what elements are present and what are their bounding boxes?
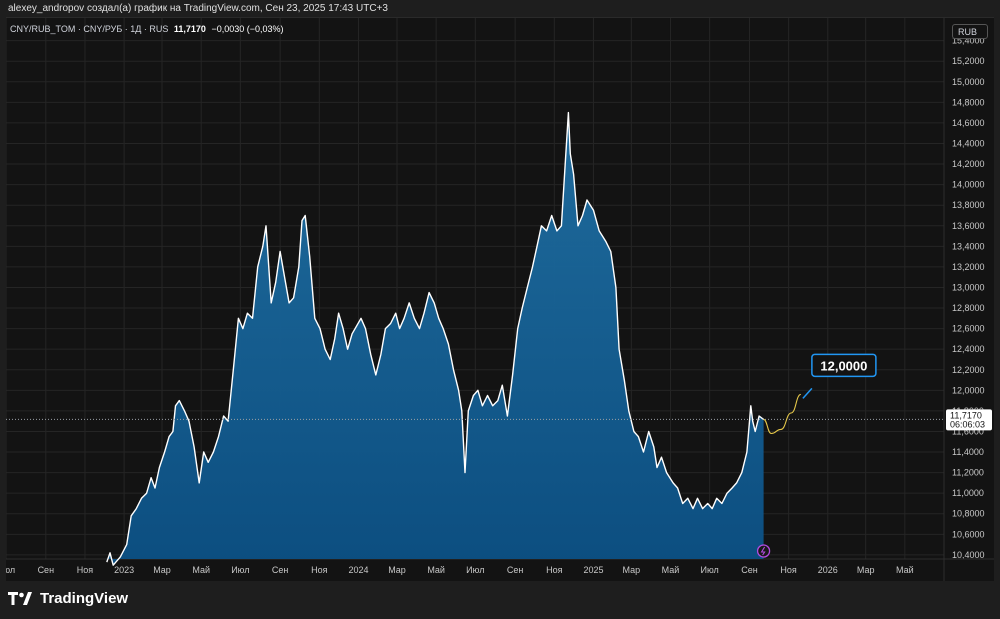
chart-plot[interactable]: 10,4000 10,6000 10,8000 11,0000 11,2000 11,40… <box>6 18 994 581</box>
x-tick-label: 2025 <box>583 565 603 575</box>
tradingview-logo-icon <box>8 591 32 605</box>
y-tick-label: 10,8000 <box>952 509 985 519</box>
tradingview-footer: TradingView <box>8 590 128 607</box>
y-tick-label: 12,6000 <box>952 324 985 334</box>
y-tick-label: 15,0000 <box>952 77 985 87</box>
y-tick-label: 13,6000 <box>952 221 985 231</box>
y-tick-label: 11,2000 <box>952 468 984 478</box>
price-countdown: 06:06:03 <box>950 419 985 429</box>
x-tick-label: Сен <box>741 565 758 575</box>
x-tick-label: Сен <box>507 565 524 575</box>
annotation-pointer <box>802 387 813 399</box>
chart-area[interactable]: 10,4000 10,6000 10,8000 11,0000 11,2000 11,40… <box>6 17 994 581</box>
series-area <box>106 112 764 566</box>
y-tick-label: 13,8000 <box>952 200 985 210</box>
x-tick-label: Ноя <box>780 565 797 575</box>
currency-button[interactable]: RUB <box>952 24 988 39</box>
x-tick-label: Июл <box>6 565 15 575</box>
y-tick-label: 14,8000 <box>952 97 985 107</box>
x-tick-label: Ноя <box>546 565 563 575</box>
y-tick-label: 11,4000 <box>952 447 984 457</box>
annotation-label: 12,0000 <box>820 358 867 373</box>
legend-change: −0,0030 (−0,03%) <box>211 24 284 34</box>
y-tick-label: 12,8000 <box>952 303 985 313</box>
legend-symbol: CNY/RUB_TOM · CNY/РУБ · 1Д · RUS <box>10 24 169 34</box>
lightning-icon <box>760 546 766 556</box>
y-tick-label: 14,2000 <box>952 159 985 169</box>
y-tick-label: 12,2000 <box>952 365 985 375</box>
x-tick-label: Июл <box>466 565 484 575</box>
series-line <box>106 111 765 566</box>
x-tick-label: 2023 <box>114 565 134 575</box>
x-tick-label: Мар <box>388 565 406 575</box>
x-tick-label: Ноя <box>77 565 94 575</box>
legend-last-price: 11,7170 <box>173 24 206 34</box>
x-tick-label: Мар <box>623 565 641 575</box>
tradingview-brand: TradingView <box>40 590 129 607</box>
y-tick-label: 10,4000 <box>952 550 985 560</box>
y-tick-label: 14,0000 <box>952 180 985 190</box>
author-line: alexey_andropov создал(а) график на Trad… <box>8 3 388 14</box>
y-tick-label: 15,4000 <box>952 36 985 46</box>
y-tick-label: 15,2000 <box>952 56 985 66</box>
y-tick-label: 13,4000 <box>952 241 985 251</box>
event-marker-icon[interactable] <box>756 544 771 558</box>
projection-curve <box>763 393 802 435</box>
current-price-badge <box>946 409 992 431</box>
x-tick-label: 2024 <box>348 565 368 575</box>
x-tick-label: Июл <box>231 565 249 575</box>
y-tick-label: 14,4000 <box>952 138 985 148</box>
x-tick-label: Мар <box>153 565 171 575</box>
x-tick-label: Ноя <box>311 565 328 575</box>
y-tick-label: 13,0000 <box>952 282 985 292</box>
annotation-box <box>811 353 877 378</box>
y-tick-label: 12,4000 <box>952 344 985 354</box>
current-price-value: 11,7170 <box>950 410 982 420</box>
y-tick-label: 12,0000 <box>952 385 985 395</box>
y-tick-label: 11,0000 <box>952 488 984 498</box>
x-tick-label: Май <box>896 565 914 575</box>
y-tick-label: 13,2000 <box>952 262 985 272</box>
x-tick-label: Июл <box>701 565 719 575</box>
x-tick-label: 2026 <box>818 565 838 575</box>
y-tick-label: 14,6000 <box>952 118 985 128</box>
x-tick-label: Мар <box>857 565 875 575</box>
x-tick-label: Сен <box>272 565 289 575</box>
symbol-legend[interactable]: CNY/RUB_TOM · CNY/РУБ · 1Д · RUS 11,7170… <box>10 24 284 34</box>
x-tick-label: Май <box>192 565 210 575</box>
y-tick-label: 10,6000 <box>952 529 985 539</box>
x-tick-label: Май <box>427 565 445 575</box>
x-tick-label: Май <box>662 565 680 575</box>
x-tick-label: Сен <box>38 565 55 575</box>
y-tick-label: 11,6000 <box>952 426 984 436</box>
